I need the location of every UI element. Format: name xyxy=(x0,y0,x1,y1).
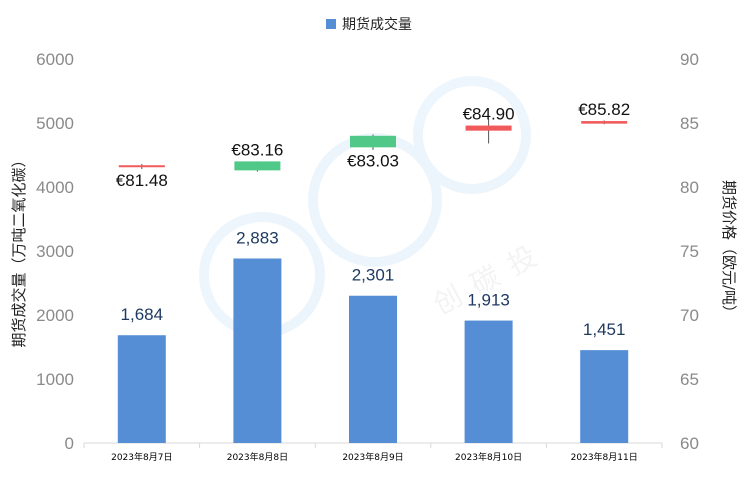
right-tick-label: 70 xyxy=(680,306,699,325)
right-tick-label: 90 xyxy=(680,50,699,69)
x-tick-label: 2023年8月11日 xyxy=(571,451,638,463)
bar xyxy=(580,350,629,443)
left-tick-label: 1000 xyxy=(36,370,74,389)
candle-body xyxy=(234,161,281,171)
left-tick-label: 0 xyxy=(65,434,74,453)
y-axis-title: 期货成交量（万吨二氧化碳） xyxy=(10,152,28,347)
right-axis-ticks: 60 65 70 75 80 85 90 xyxy=(680,50,699,453)
bars: 1,684 2,883 2,301 1,913 1,451 xyxy=(117,228,629,443)
candle-body xyxy=(465,125,512,131)
legend-swatch xyxy=(326,19,336,29)
bar xyxy=(233,258,282,443)
left-tick-label: 3000 xyxy=(36,242,74,261)
right-tick-label: 65 xyxy=(680,370,699,389)
right-tick-label: 75 xyxy=(680,242,699,261)
price-label: €81.48 xyxy=(116,171,168,190)
bar xyxy=(464,320,513,443)
price-label: €85.82 xyxy=(578,100,630,119)
bar-value-label: 1,913 xyxy=(467,291,510,310)
bar xyxy=(349,295,397,443)
left-tick-label: 2000 xyxy=(36,306,74,325)
x-tick-label: 2023年8月9日 xyxy=(342,451,403,463)
x-axis-ticks: 2023年8月7日 2023年8月8日 2023年8月9日 2023年8月10日 202… xyxy=(83,443,663,463)
left-tick-label: 6000 xyxy=(36,50,74,69)
x-tick-label: 2023年8月8日 xyxy=(227,451,288,463)
x-tick-label: 2023年8月10日 xyxy=(455,451,522,463)
bar-value-label: 1,451 xyxy=(583,320,626,339)
candle-body xyxy=(581,121,628,124)
left-tick-label: 5000 xyxy=(36,114,74,133)
price-label: €84.90 xyxy=(463,105,515,124)
price-label: €83.16 xyxy=(231,140,283,159)
right-tick-label: 60 xyxy=(680,434,699,453)
bar-value-label: 2,301 xyxy=(352,266,395,285)
price-label: €83.03 xyxy=(347,151,399,170)
legend-label: 期货成交量 xyxy=(342,16,412,33)
y2-axis-title: 期货价格（欧元/吨） xyxy=(720,180,738,320)
candle-body xyxy=(118,165,165,168)
bar xyxy=(117,335,166,443)
bar-value-label: 2,883 xyxy=(236,228,279,247)
right-tick-label: 85 xyxy=(680,114,699,133)
x-tick-label: 2023年8月7日 xyxy=(111,451,172,463)
legend: 期货成交量 xyxy=(326,16,412,33)
left-tick-label: 4000 xyxy=(36,178,74,197)
left-axis-ticks: 0 1000 2000 3000 4000 5000 6000 xyxy=(36,50,74,453)
candle-body xyxy=(350,135,396,148)
right-tick-label: 80 xyxy=(680,178,699,197)
bar-value-label: 1,684 xyxy=(121,305,164,324)
price-candles: €81.48 €83.16 €83.03 €84.90 €85.82 xyxy=(116,100,630,190)
